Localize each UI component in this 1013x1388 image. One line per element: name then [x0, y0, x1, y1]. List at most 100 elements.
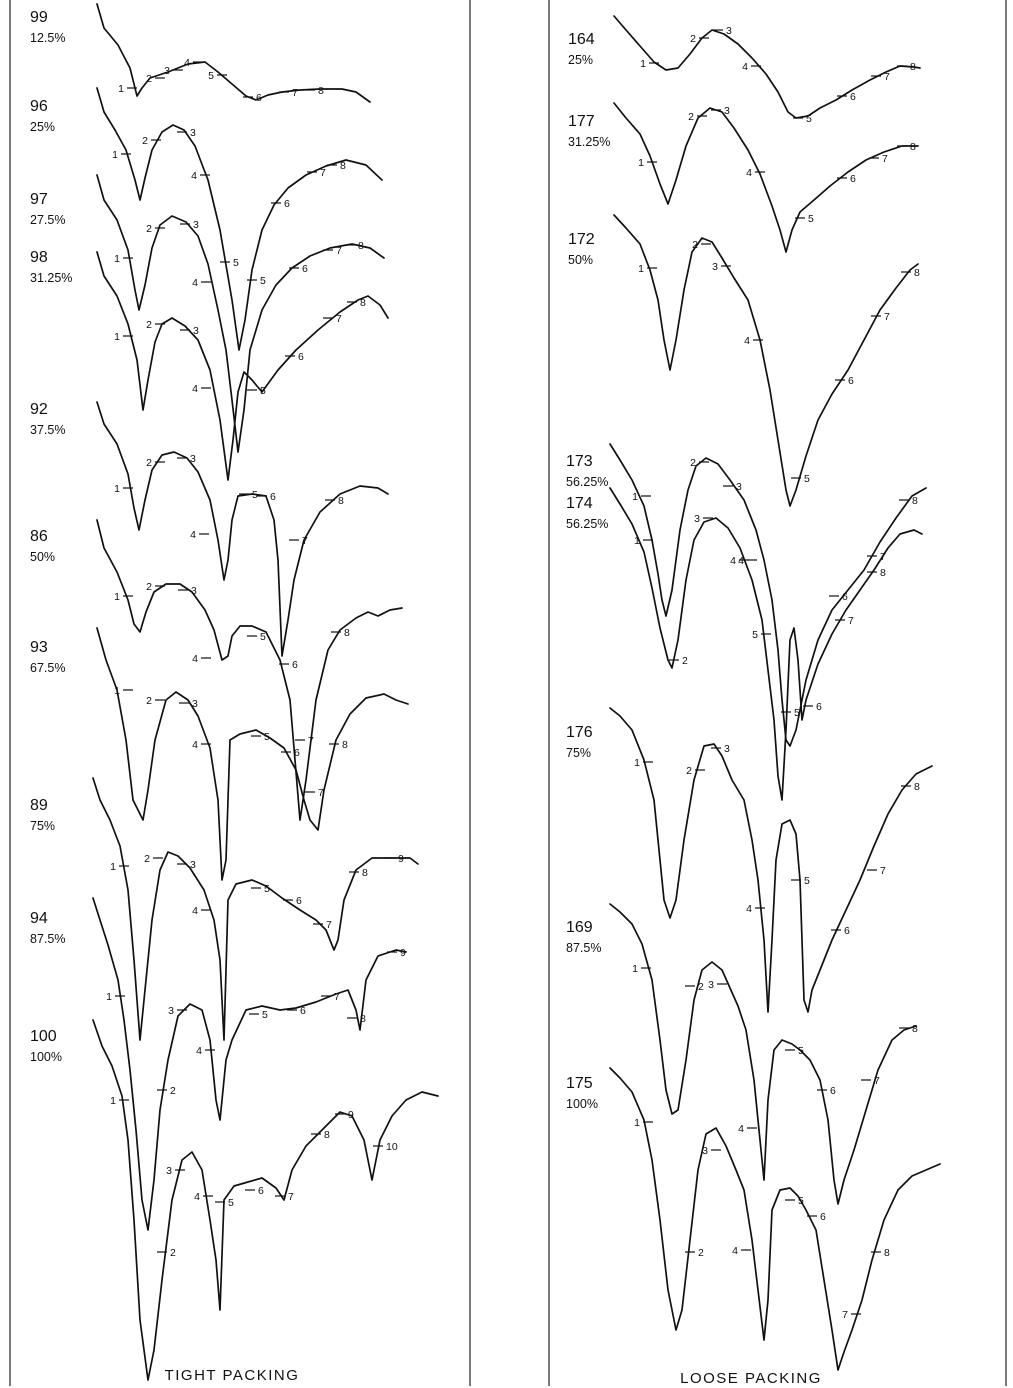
tick-label-174-8: 8: [880, 567, 886, 579]
run-number-174: 174: [566, 495, 593, 512]
trace-run-175: 1 2 3 4 5 6 7 8 175 100%: [566, 1067, 941, 1371]
tick-label-86-5: 5: [260, 631, 266, 643]
tick-label-169-3: 3: [708, 979, 714, 991]
tick-label-175-8: 8: [884, 1247, 890, 1259]
tick-label-175-7: 7: [842, 1309, 848, 1321]
tick-label-100-9: 9: [348, 1109, 354, 1121]
tick-label-89-3: 3: [190, 859, 196, 871]
tick-label-92-1: 1: [114, 483, 120, 495]
run-number-86: 86: [30, 528, 48, 545]
tick-label-176-5: 5: [804, 875, 810, 887]
tight-packing-title: TIGHT PACKING: [165, 1367, 300, 1384]
tick-label-173-1: 1: [632, 491, 638, 503]
tick-label-100-7: 7: [288, 1191, 294, 1203]
pressure-curve-94: [92, 897, 407, 1231]
tick-label-176-6: 6: [844, 925, 850, 937]
tick-label-169-1: 1: [632, 963, 638, 975]
tick-label-169-5: 5: [798, 1045, 804, 1057]
tick-label-177-8: 8: [910, 141, 916, 153]
tick-label-94-6: 6: [300, 1005, 306, 1017]
trace-run-172: 1 2 3 4 5 6 7 8 172 50%: [568, 214, 920, 507]
trace-run-98: 1 2 3 4 5 6 7 8 98 31.25%: [30, 249, 389, 481]
tick-label-172-4: 4: [744, 335, 750, 347]
tick-label-89-2: 2: [144, 853, 150, 865]
tick-label-173-2: 2: [690, 457, 696, 469]
tick-label-172-1: 1: [638, 263, 644, 275]
run-number-100: 100: [30, 1028, 57, 1045]
tick-label-173-3: 3: [736, 481, 742, 493]
tick-label-97-3: 3: [193, 219, 199, 231]
run-fraction-97: 27.5%: [30, 213, 65, 227]
tick-label-100-2: 2: [170, 1247, 176, 1259]
pressure-curve-100: [92, 1019, 439, 1381]
tick-label-175-2: 2: [698, 1247, 704, 1259]
run-number-92: 92: [30, 401, 48, 418]
tick-label-100-4: 4: [194, 1191, 200, 1203]
tick-label-99-3: 3: [164, 65, 170, 77]
tick-label-100-10: 10: [386, 1141, 398, 1153]
tick-label-92-6: 6: [270, 491, 276, 503]
tick-label-100-5: 5: [228, 1197, 234, 1209]
tick-label-94-5: 5: [262, 1009, 268, 1021]
tick-label-89-6: 6: [296, 895, 302, 907]
tick-label-176-2: 2: [686, 765, 692, 777]
tick-label-173-4: 4: [738, 555, 744, 567]
run-fraction-86: 50%: [30, 550, 55, 564]
run-fraction-98: 31.25%: [30, 271, 72, 285]
pressure-curve-169: [609, 903, 917, 1205]
tick-label-177-1: 1: [638, 157, 644, 169]
pressure-curve-96: [96, 87, 383, 351]
run-fraction-172: 50%: [568, 253, 593, 267]
run-fraction-164: 25%: [568, 53, 593, 67]
trace-run-96: 1 2 3 4 5 6 7 8 96 25%: [30, 87, 383, 351]
run-fraction-175: 100%: [566, 1097, 598, 1111]
tick-label-176-1: 1: [634, 757, 640, 769]
tick-label-176-7: 7: [880, 865, 886, 877]
run-fraction-176: 75%: [566, 746, 591, 760]
tick-label-94-2: 2: [170, 1085, 176, 1097]
tick-label-94-4: 4: [196, 1045, 202, 1057]
tick-label-99-1: 1: [118, 83, 124, 95]
run-number-97: 97: [30, 191, 48, 208]
tick-label-177-5: 5: [808, 213, 814, 225]
tick-label-164-6: 6: [850, 91, 856, 103]
tick-label-89-8: 8: [362, 867, 368, 879]
tick-label-174-6: 6: [816, 701, 822, 713]
tick-label-94-3: 3: [168, 1005, 174, 1017]
tick-label-176-3: 3: [724, 743, 730, 755]
tick-label-93-8: 8: [342, 739, 348, 751]
tick-label-86-4: 4: [192, 653, 198, 665]
tick-label-86-2: 2: [146, 581, 152, 593]
tick-label-93-6: 6: [294, 747, 300, 759]
tick-label-177-3: 3: [724, 105, 730, 117]
tick-label-97-8: 8: [358, 240, 364, 252]
tick-label-169-6: 6: [830, 1085, 836, 1097]
tick-label-172-7: 7: [884, 311, 890, 323]
pressure-curve-174: [609, 487, 923, 801]
tick-label-96-4: 4: [191, 170, 197, 182]
tick-label-169-2: 2: [698, 981, 704, 993]
tick-label-164-5: 5: [806, 113, 812, 125]
run-fraction-99: 12.5%: [30, 31, 65, 45]
tick-label-177-2: 2: [688, 111, 694, 123]
tick-label-89-1: 1: [110, 861, 116, 873]
pressure-curve-93: [96, 627, 409, 881]
tick-label-98-6: 6: [298, 351, 304, 363]
tick-label-96-3: 3: [190, 127, 196, 139]
tick-label-175-1: 1: [634, 1117, 640, 1129]
pressure-curve-172: [613, 214, 919, 507]
tick-label-98-3: 3: [193, 325, 199, 337]
tick-label-176-4: 4: [746, 903, 752, 915]
run-number-89: 89: [30, 797, 48, 814]
tick-label-89-9: 9: [398, 853, 404, 865]
tick-label-175-4: 4: [732, 1245, 738, 1257]
run-number-172: 172: [568, 231, 595, 248]
trace-run-164: 1 2 3 4 5 6 7 8 164 25%: [568, 15, 921, 125]
tick-label-86-8: 8: [344, 627, 350, 639]
run-number-99: 99: [30, 9, 48, 26]
